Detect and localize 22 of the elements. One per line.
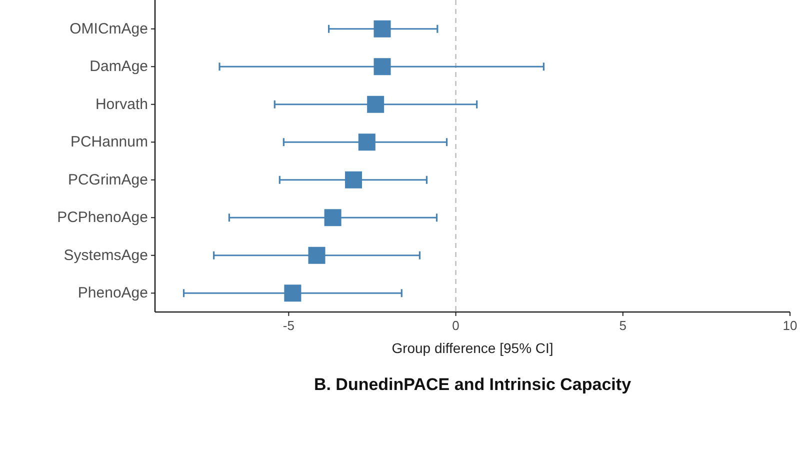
point [367, 96, 384, 113]
y-tick-label: PhenoAge [78, 284, 148, 302]
point [284, 284, 302, 302]
y-tick-label: PCPhenoAge [57, 209, 148, 226]
text: B. DunedinPACE and Intrinsic Capacity [314, 375, 632, 394]
point [374, 58, 391, 76]
x-tick-label: 0 [452, 318, 460, 333]
x-axis-title: Group difference [95% CI] [392, 340, 554, 356]
x-tick-label: -5 [282, 318, 294, 333]
y-tick-label: OMICmAge [70, 20, 148, 38]
point [358, 134, 376, 151]
y-tick-label: SystemsAge [64, 246, 148, 264]
y-tick-label: PCGrimAge [68, 171, 148, 188]
x-tick-label: 5 [619, 318, 627, 333]
y-tick-label: PCHannum [70, 134, 148, 151]
x-tick-label: 10 [782, 318, 798, 333]
point [374, 20, 391, 38]
point [308, 246, 326, 264]
y-tick-label: DamAge [90, 58, 148, 76]
point [324, 209, 342, 226]
y-tick-label: Horvath [95, 96, 148, 113]
point [345, 171, 362, 188]
